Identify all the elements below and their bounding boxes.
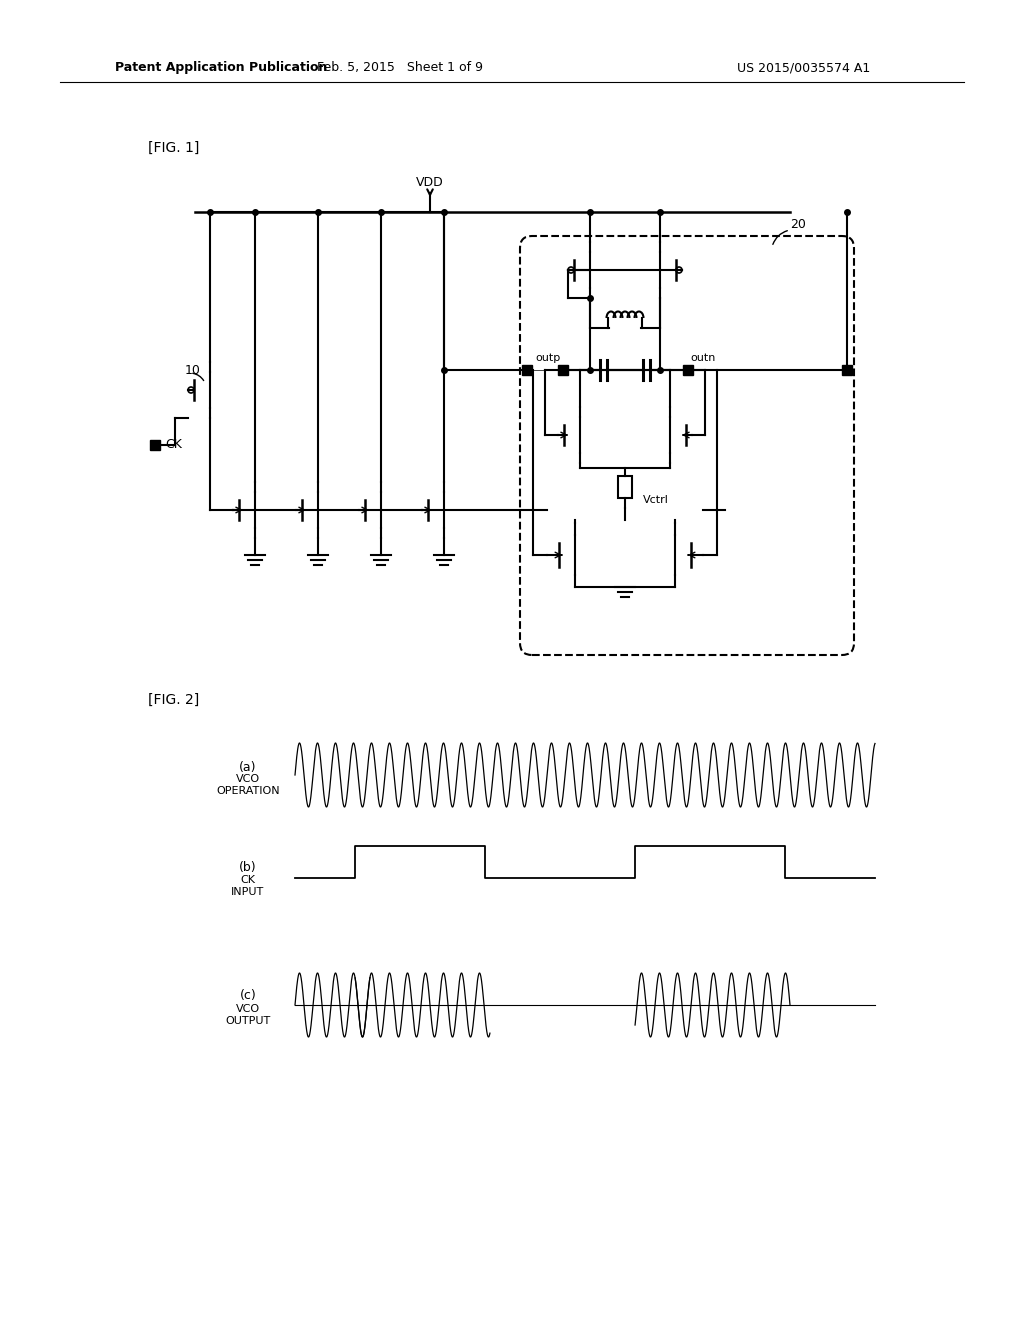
Text: [FIG. 2]: [FIG. 2]	[148, 693, 200, 708]
Text: Patent Application Publication: Patent Application Publication	[115, 62, 328, 74]
Text: outp: outp	[536, 352, 561, 363]
Text: 20: 20	[790, 219, 806, 231]
Text: (c): (c)	[240, 989, 256, 1002]
Text: VDD: VDD	[416, 177, 443, 190]
Text: 10: 10	[185, 363, 201, 376]
Text: [FIG. 1]: [FIG. 1]	[148, 141, 200, 154]
Text: US 2015/0035574 A1: US 2015/0035574 A1	[736, 62, 870, 74]
Text: Feb. 5, 2015   Sheet 1 of 9: Feb. 5, 2015 Sheet 1 of 9	[317, 62, 483, 74]
Text: (a): (a)	[240, 760, 257, 774]
Bar	[618, 477, 632, 498]
Text: VCO
OUTPUT: VCO OUTPUT	[225, 1005, 270, 1026]
Text: CK: CK	[165, 438, 182, 451]
Text: VCO
OPERATION: VCO OPERATION	[216, 775, 280, 796]
Text: CK
INPUT: CK INPUT	[231, 875, 264, 896]
Text: Vctrl: Vctrl	[643, 495, 669, 506]
Text: (b): (b)	[240, 862, 257, 874]
Text: outn: outn	[690, 352, 716, 363]
